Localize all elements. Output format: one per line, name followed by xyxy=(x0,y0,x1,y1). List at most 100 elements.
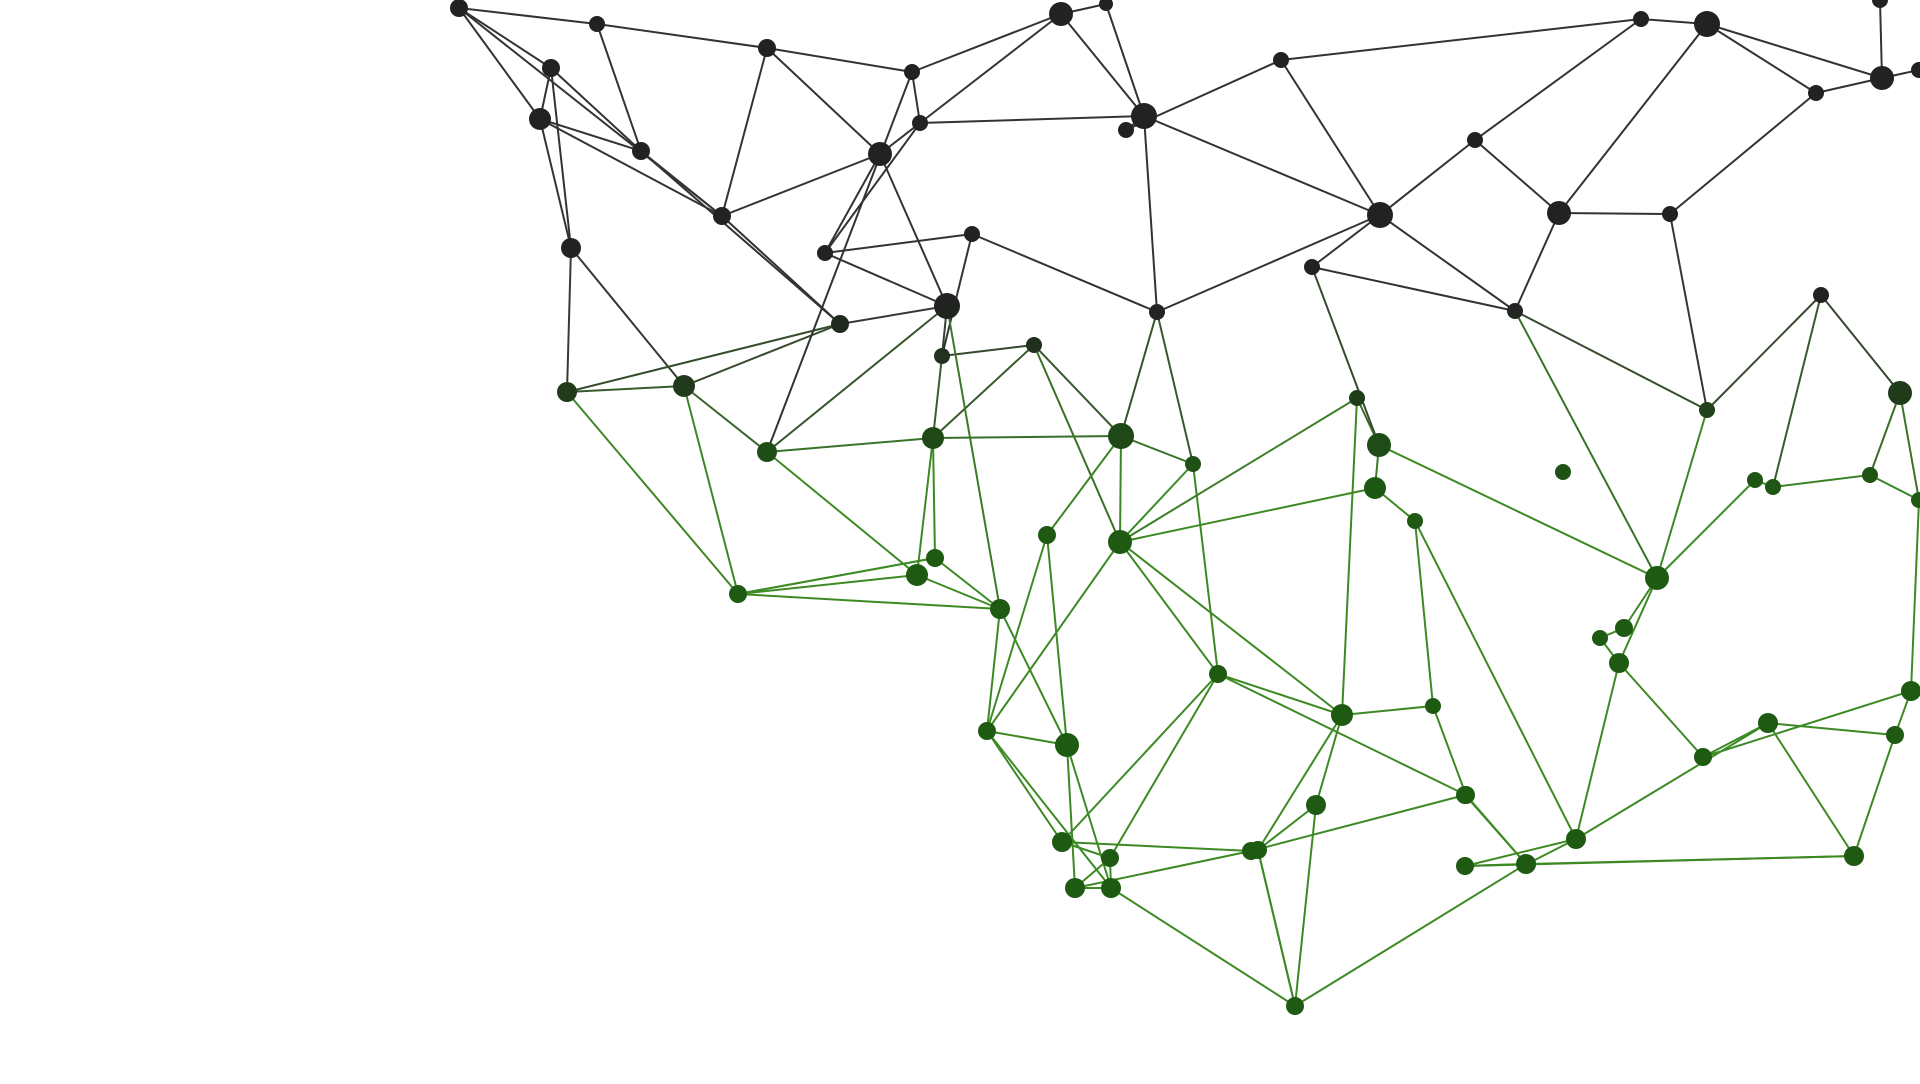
mesh-node xyxy=(831,315,849,333)
mesh-edge xyxy=(1378,444,1658,579)
mesh-node xyxy=(557,382,577,402)
mesh-node xyxy=(1592,630,1608,646)
mesh-edge xyxy=(1514,310,1708,411)
mesh-node xyxy=(1108,423,1134,449)
mesh-edge xyxy=(766,437,934,453)
mesh-edge xyxy=(1046,534,1068,746)
mesh-node xyxy=(1367,202,1393,228)
mesh-node xyxy=(1038,526,1056,544)
mesh-edge xyxy=(1341,705,1434,716)
mesh-edge xyxy=(550,67,642,152)
mesh-edge xyxy=(566,385,685,393)
mesh-node xyxy=(1467,132,1483,148)
mesh-edge xyxy=(971,233,1158,313)
mesh-edge xyxy=(986,534,1048,732)
mesh-node xyxy=(673,375,695,397)
mesh-node xyxy=(1888,381,1912,405)
mesh-edge xyxy=(1294,863,1527,1007)
mesh-node xyxy=(906,564,928,586)
mesh-node xyxy=(1547,201,1571,225)
mesh-node xyxy=(1615,619,1633,637)
mesh-node xyxy=(1242,842,1260,860)
mesh-node xyxy=(589,16,605,32)
mesh-node xyxy=(1108,530,1132,554)
mesh-edge xyxy=(1474,18,1642,141)
mesh-edge xyxy=(824,233,973,254)
mesh-node xyxy=(1911,492,1920,508)
mesh-edge xyxy=(566,391,739,595)
mesh-edge xyxy=(1702,690,1912,758)
mesh-edge xyxy=(1669,92,1817,215)
mesh-node xyxy=(1765,479,1781,495)
mesh-node xyxy=(1131,103,1157,129)
mesh-node xyxy=(990,599,1010,619)
mesh-edge xyxy=(1656,479,1756,579)
mesh-edge xyxy=(932,435,1122,439)
mesh-edge xyxy=(1772,294,1822,488)
mesh-edge xyxy=(934,557,1001,610)
mesh-node xyxy=(529,108,551,130)
mesh-edge xyxy=(1066,744,1076,889)
mesh-edge xyxy=(1379,214,1516,312)
mesh-edge xyxy=(766,71,913,453)
mesh-node xyxy=(1101,878,1121,898)
mesh-edge xyxy=(1143,115,1158,313)
mesh-edge xyxy=(824,252,948,307)
mesh-node xyxy=(632,142,650,160)
mesh-edge xyxy=(1119,397,1358,543)
mesh-node xyxy=(1758,713,1778,733)
mesh-node xyxy=(1886,726,1904,744)
mesh-edge xyxy=(839,305,948,325)
mesh-node xyxy=(1901,681,1920,701)
mesh-edge xyxy=(824,153,881,254)
mesh-node xyxy=(1808,85,1824,101)
mesh-edge xyxy=(458,7,598,25)
mesh-edge xyxy=(1119,463,1194,543)
mesh-edge xyxy=(458,7,541,120)
mesh-edge xyxy=(1414,520,1577,840)
mesh-edge xyxy=(1257,714,1343,851)
mesh-node xyxy=(1862,467,1878,483)
mesh-edge xyxy=(1119,435,1122,543)
mesh-node xyxy=(922,427,944,449)
mesh-edge xyxy=(539,118,642,152)
mesh-node xyxy=(1911,62,1920,78)
mesh-node xyxy=(1456,786,1474,804)
mesh-edge xyxy=(1669,213,1708,411)
mesh-edge xyxy=(1464,838,1577,867)
mesh-node xyxy=(926,549,944,567)
mesh-node xyxy=(1662,206,1678,222)
mesh-edge xyxy=(1379,139,1476,216)
mesh-edge xyxy=(986,541,1121,732)
mesh-edge xyxy=(916,437,934,576)
mesh-edge xyxy=(721,215,841,325)
mesh-edge xyxy=(570,247,685,387)
mesh-edges xyxy=(458,0,1920,1007)
mesh-edge xyxy=(1575,662,1620,840)
mesh-node xyxy=(450,0,468,17)
mesh-node xyxy=(542,59,560,77)
mesh-node xyxy=(713,207,731,225)
mesh-edge xyxy=(1217,673,1343,716)
mesh-edge xyxy=(1061,841,1252,852)
mesh-edge xyxy=(911,71,921,124)
mesh-edge xyxy=(1109,673,1219,859)
mesh-edge xyxy=(1280,59,1381,216)
mesh-edge xyxy=(458,7,552,69)
mesh-edge xyxy=(1772,474,1871,488)
mesh-edge xyxy=(1767,722,1896,736)
mesh-edge xyxy=(683,385,768,453)
mesh-node xyxy=(757,442,777,462)
mesh-node xyxy=(817,245,833,261)
mesh-node xyxy=(1026,337,1042,353)
mesh-node xyxy=(912,115,928,131)
mesh-edge xyxy=(737,593,1001,610)
mesh-edge xyxy=(916,574,1001,610)
mesh-node xyxy=(1407,513,1423,529)
mesh-node xyxy=(729,585,747,603)
mesh-edge xyxy=(1119,541,1219,675)
mesh-node xyxy=(1633,11,1649,27)
mesh-node xyxy=(1273,52,1289,68)
mesh-edge xyxy=(1341,397,1358,716)
